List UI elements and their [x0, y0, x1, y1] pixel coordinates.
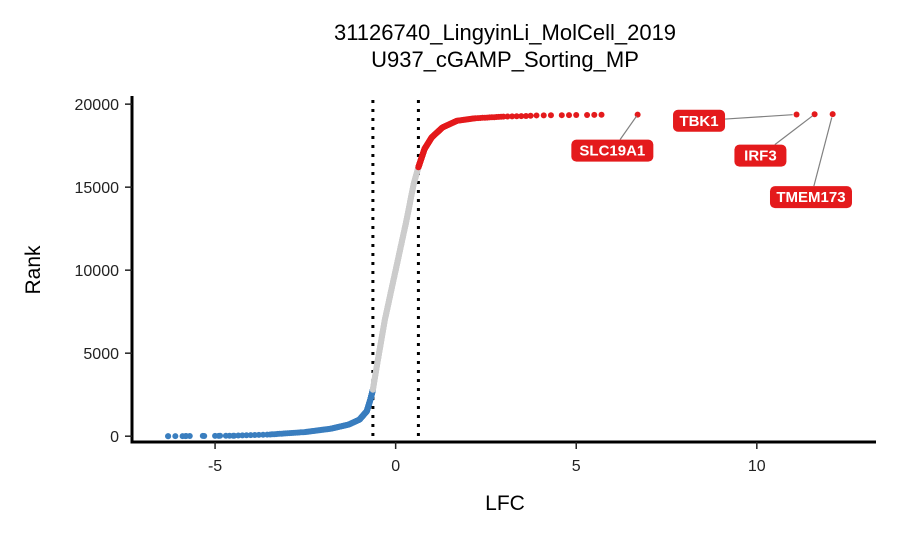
data-point	[215, 432, 222, 439]
data-point	[811, 111, 818, 118]
data-point	[584, 111, 591, 118]
data-point	[513, 113, 520, 120]
data-point	[566, 112, 573, 119]
label-leader	[813, 117, 833, 187]
gene-label-box	[673, 109, 726, 132]
x-axis-title: LFC	[485, 492, 525, 515]
data-point	[829, 111, 836, 118]
data-point	[518, 113, 525, 120]
gene-label: TMEM173	[776, 189, 845, 206]
gene-label-box	[734, 144, 787, 167]
data-point	[201, 432, 208, 439]
threshold-lines	[371, 100, 420, 442]
label-leader	[774, 115, 813, 146]
x-tick-label: 5	[572, 458, 581, 475]
data-point	[504, 113, 511, 120]
x-tick-label: -5	[208, 458, 222, 475]
chart-title: 31126740_LingyinLi_MolCell_2019	[334, 20, 676, 45]
data-point	[573, 112, 580, 119]
data-point	[533, 112, 540, 119]
y-tick-label: 20000	[75, 97, 120, 114]
x-tick-label: 0	[391, 458, 400, 475]
x-tick-label: 10	[748, 458, 766, 475]
y-axis-title: Rank	[22, 245, 45, 295]
data-point	[523, 113, 529, 119]
y-tick-label: 5000	[83, 346, 119, 363]
data-point	[591, 111, 598, 118]
y-tick-label: 15000	[75, 180, 120, 197]
data-point	[230, 432, 237, 439]
gene-label: TBK1	[679, 113, 718, 130]
data-point	[509, 113, 516, 120]
data-point	[172, 433, 179, 440]
data-point	[527, 112, 534, 119]
data-point	[540, 112, 547, 119]
data-points	[165, 111, 836, 440]
data-point	[186, 433, 193, 440]
data-point	[793, 111, 800, 118]
gene-labels: SLC19A1 TBK1 IRF3 TMEM173	[571, 109, 852, 209]
y-tick-label: 10000	[75, 263, 120, 280]
y-tick-label: 0	[110, 429, 119, 446]
data-point	[165, 433, 172, 440]
axes: -5 0 5 10 0 5000 10000 15000 20000	[75, 96, 876, 475]
data-point	[558, 112, 565, 119]
gene-label-box	[571, 139, 654, 162]
label-leader	[619, 115, 638, 140]
label-leader	[724, 114, 793, 120]
gene-label: SLC19A1	[579, 143, 645, 160]
data-point	[547, 112, 554, 119]
gene-label: IRF3	[744, 148, 777, 165]
gene-label-box	[769, 186, 852, 209]
data-point	[598, 111, 605, 118]
chart-subtitle: U937_cGAMP_Sorting_MP	[371, 47, 639, 72]
